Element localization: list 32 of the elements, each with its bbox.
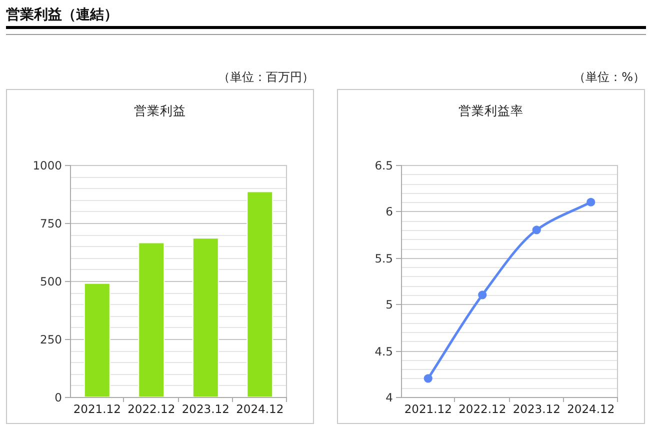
point [586,198,596,206]
y-tick-label: 6 [386,204,393,218]
x-tick-label: 2021.12 [404,402,452,416]
x-tick-label: 2024.12 [236,402,284,416]
y-axis-title: （単位：百万円） [218,70,314,84]
x-tick-label: 2022.12 [458,402,506,416]
chart-title: 営業利益率 [458,103,524,118]
y-tick-label: 4 [386,390,393,404]
y-tick-label: 500 [40,274,62,288]
point [532,226,541,234]
bar [84,282,110,398]
y-tick-label: 0 [54,390,62,404]
x-tick-label: 2023.12 [512,402,560,416]
x-tick-label: 2022.12 [128,402,176,416]
bar [192,238,219,398]
x-tick-label: 2021.12 [73,402,121,416]
y-tick-label: 250 [40,332,62,346]
y-tick-label: 1000 [32,158,62,172]
text: 営業利益（連結） [6,7,118,23]
x-tick-label: 2024.12 [567,402,615,416]
point [478,290,487,300]
y-tick-label: 5 [386,298,393,312]
point [424,374,432,383]
y-tick-label: 750 [40,216,62,230]
y-tick-label: 4.5 [374,344,393,358]
y-axis-title: （単位：%） [574,70,645,84]
bar [138,242,165,398]
x-tick-label: 2023.12 [182,402,230,416]
bar [246,191,274,398]
y-tick-label: 5.5 [374,252,393,266]
y-tick-label: 6.5 [374,158,393,172]
chart-title: 営業利益 [134,103,186,118]
